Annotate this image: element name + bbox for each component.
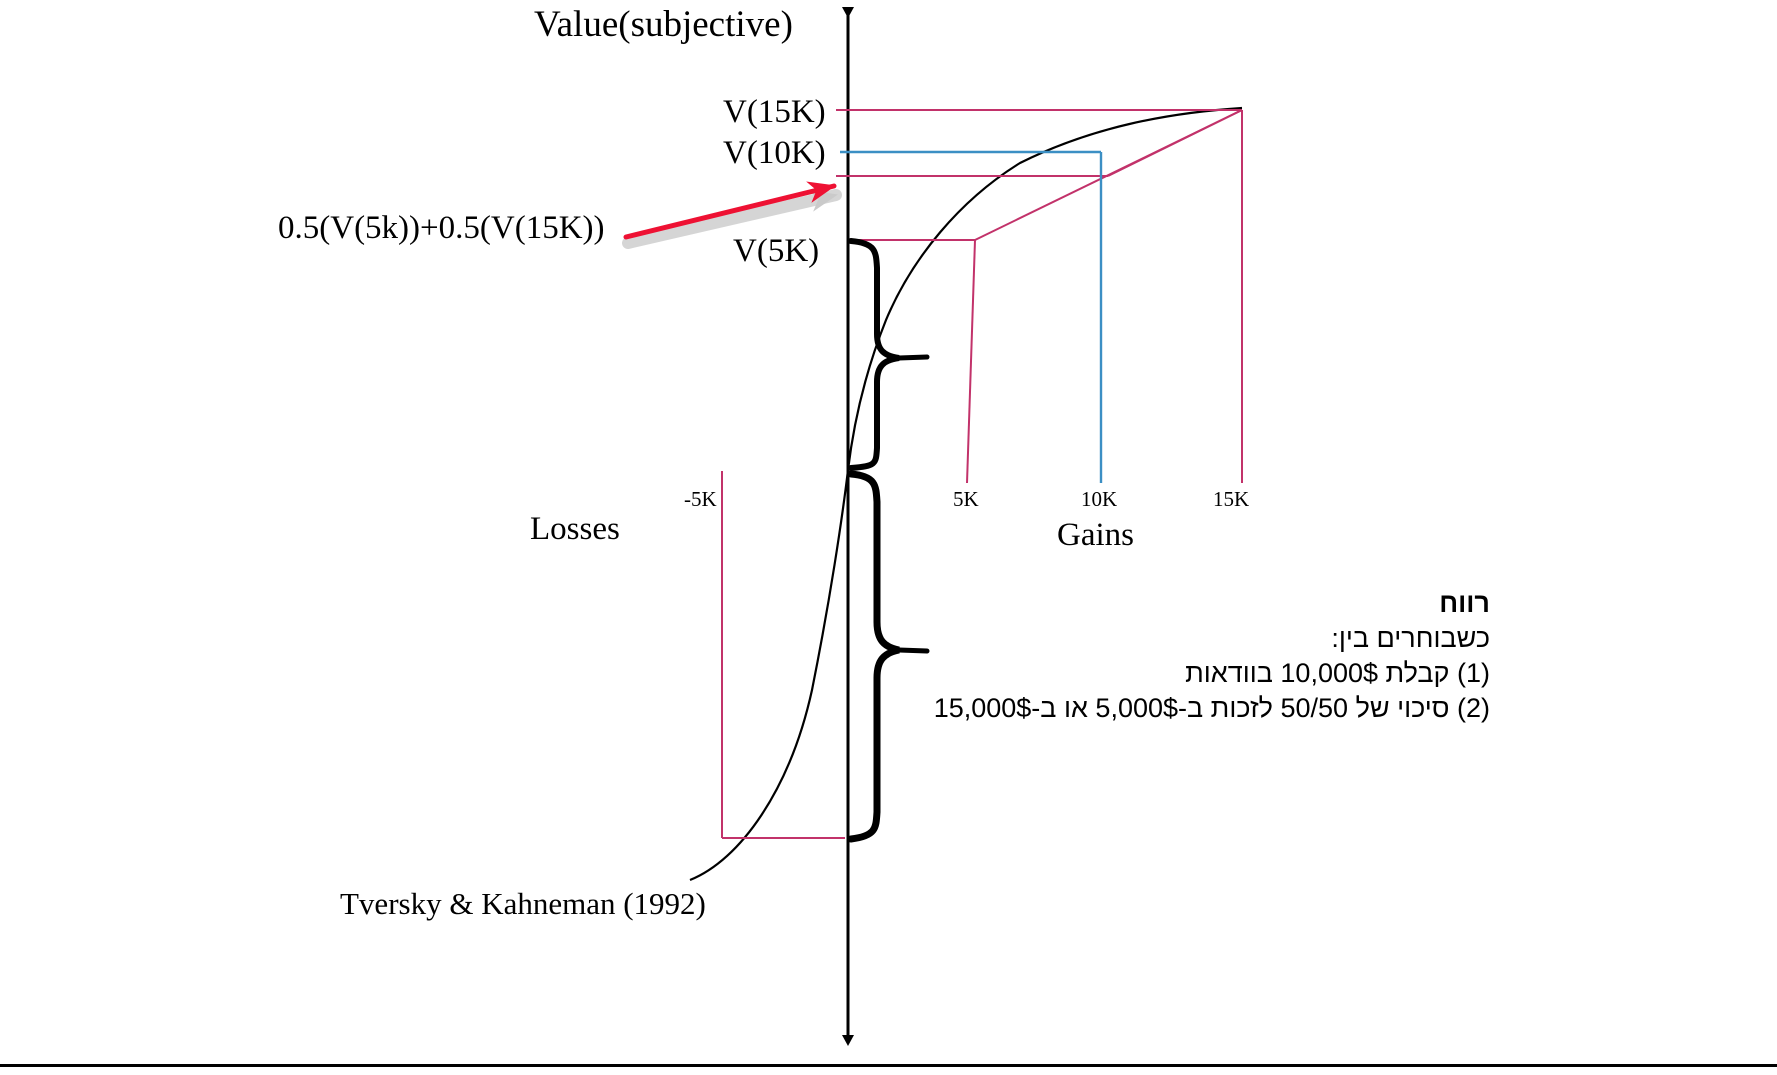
callout-arrow [623,181,837,240]
expected-value-to-chord-line [1107,109,1243,177]
x-tick-neg5k: -5K [684,487,717,511]
label-v15k: V(15K) [723,94,826,130]
label-v5k: V(5K) [733,233,820,269]
axis-label-gains: Gains [1057,517,1134,553]
slide-bottom-rule [0,1064,1777,1067]
label-expected-value: 0.5(V(5k))+0.5(V(15K)) [278,210,605,246]
x-tick-15k: 15K [1213,487,1250,511]
callout-arrow-shadow [622,189,842,249]
x-tick-10k: 10K [1081,487,1118,511]
axis-label-losses: Losses [530,511,620,547]
x5k-drop-line [966,239,976,484]
note-intro: כשבוחרים בין: [1331,623,1490,654]
note-title: רווח [1439,588,1490,618]
value-function-curve [689,106,1243,882]
note-option-2: (2) סיכוי של 50/50 לזכות ב-5,000$ או ב-1… [933,693,1490,724]
y-axis-title: Value(subjective) [534,4,793,45]
note-option-1: (1) קבלת 10,000$ בוודאות [1185,658,1490,689]
gains-brace-tip [896,354,930,361]
gains-brace [848,238,900,471]
x-tick-5k: 5K [953,487,979,511]
losses-brace-tip [896,647,930,654]
citation-label: Tversky & Kahneman (1992) [340,886,706,921]
hebrew-note-block: רווח כשבוחרים בין: (1) קבלת 10,000$ בווד… [770,586,1490,726]
label-v10k: V(10K) [723,135,826,171]
